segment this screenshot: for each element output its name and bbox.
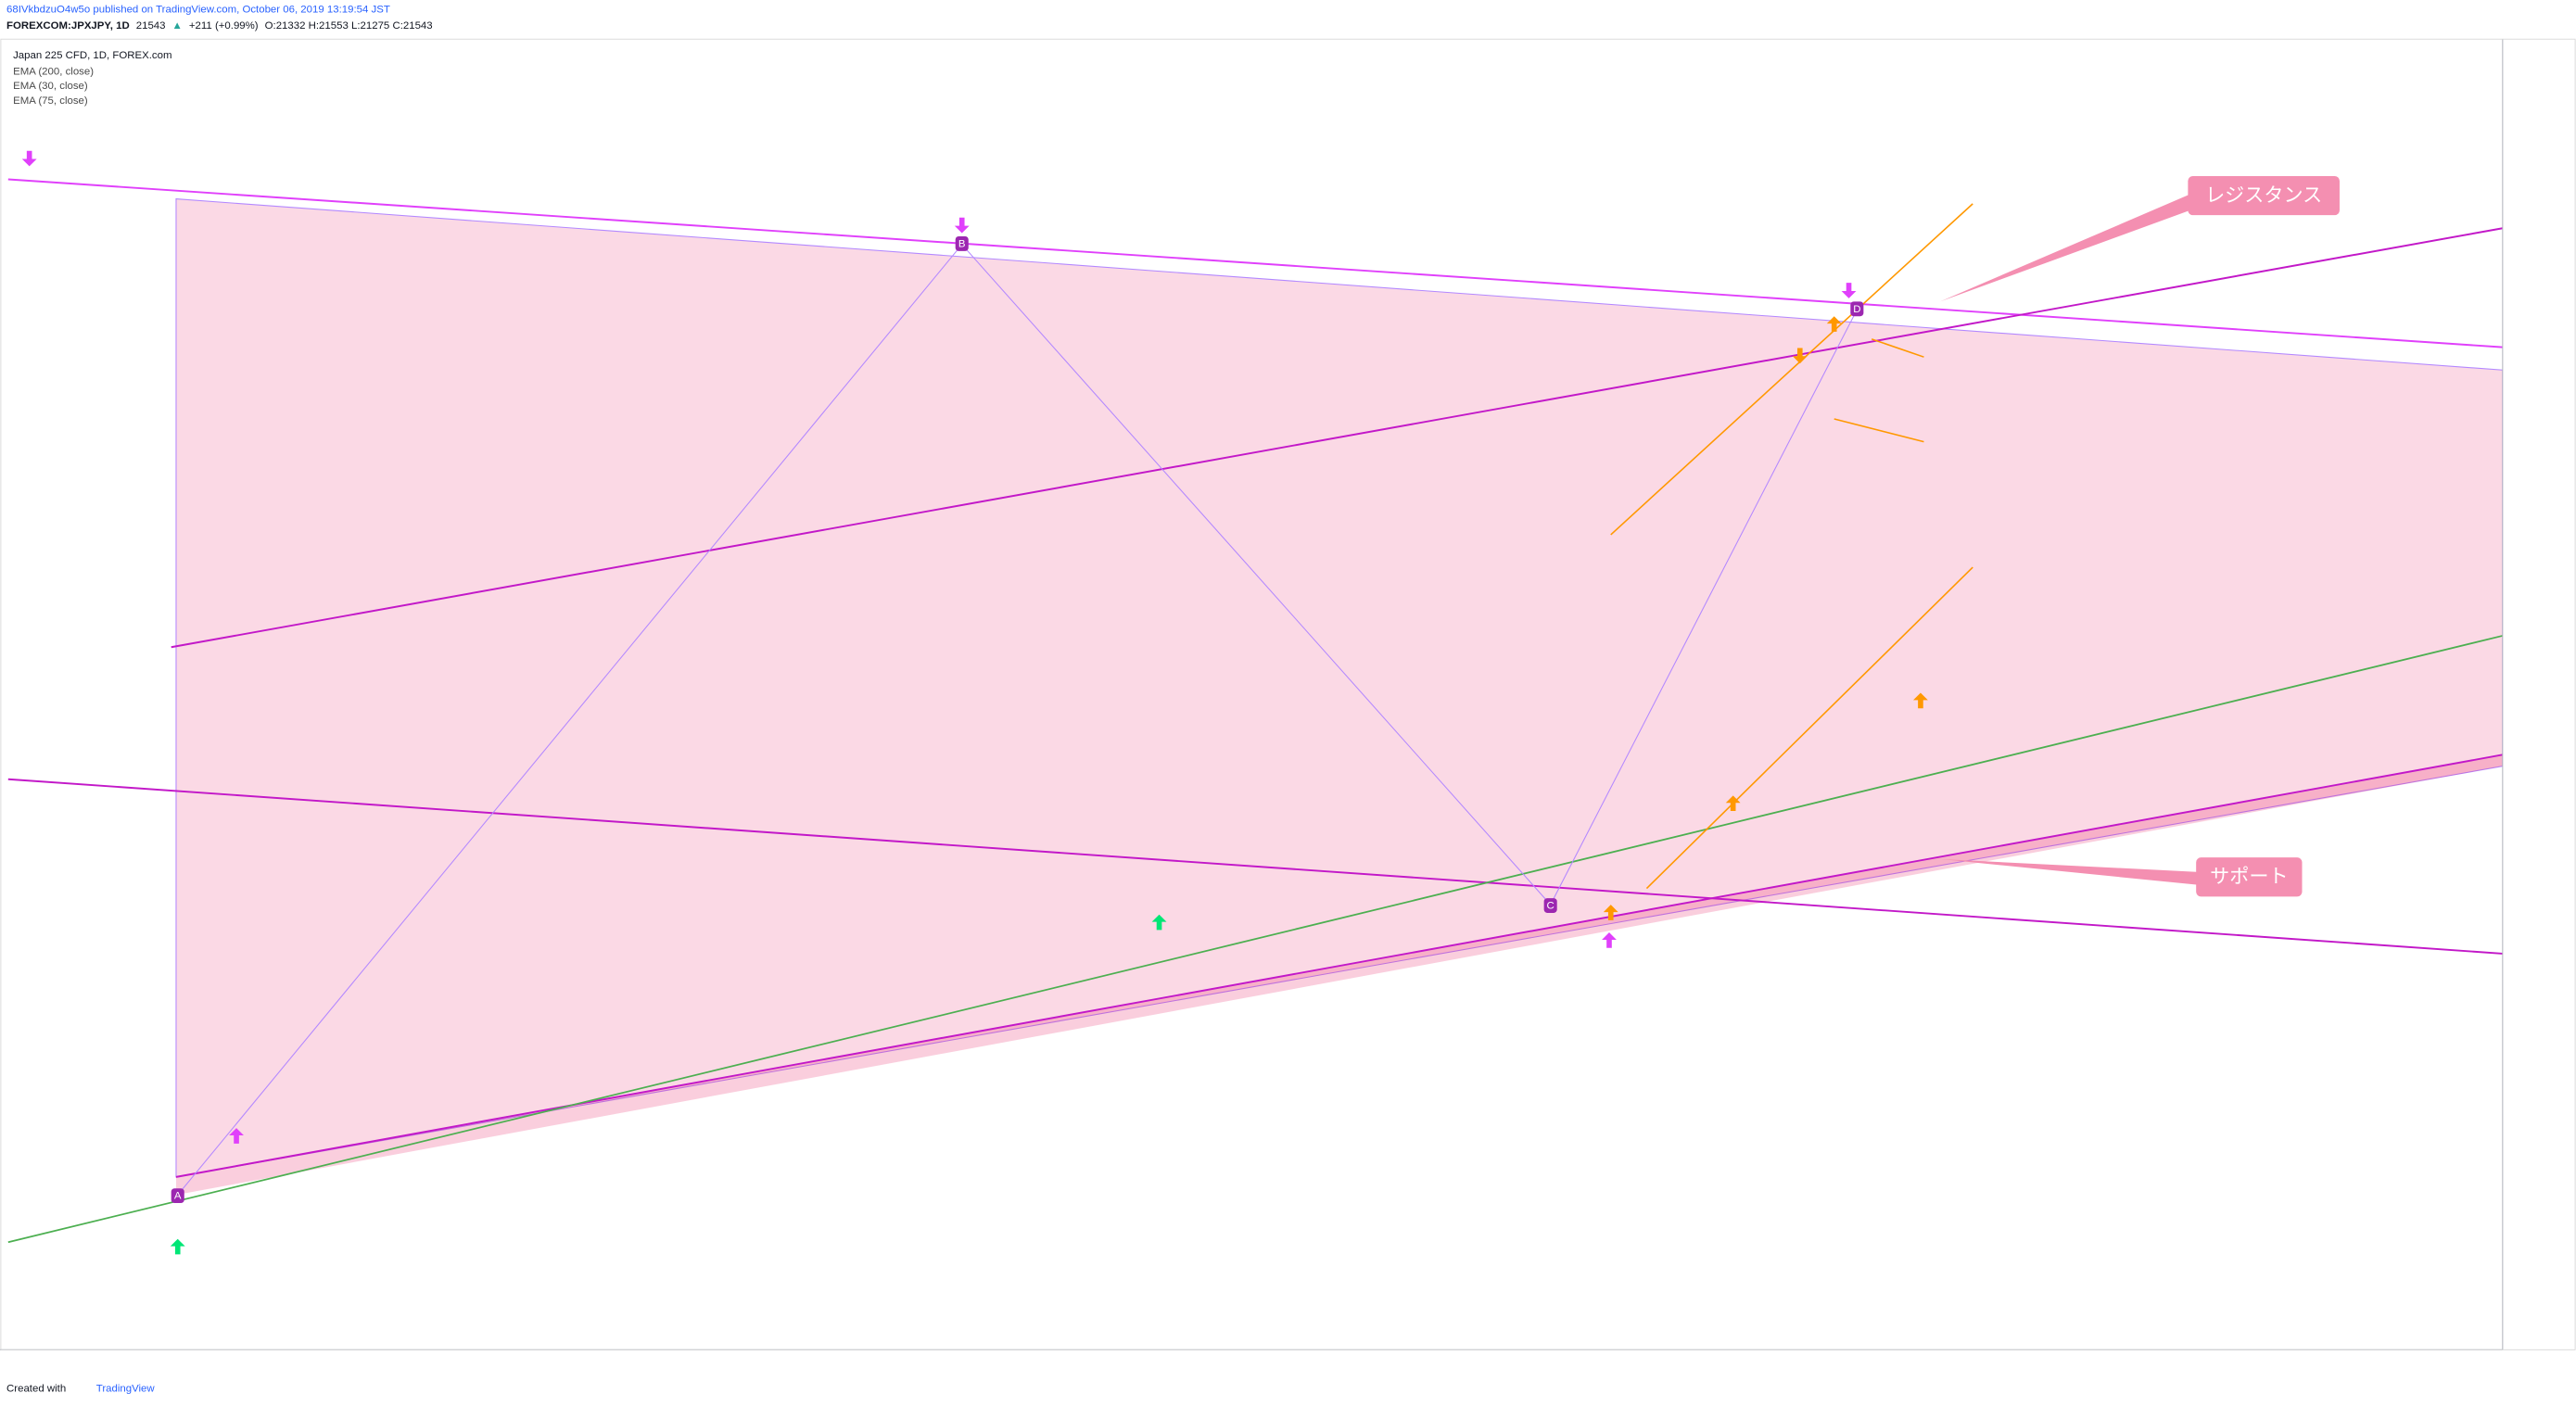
point-label: B	[958, 238, 966, 249]
point-label: C	[1547, 901, 1554, 912]
price-axis-bg	[2502, 39, 2576, 1352]
abcd-pattern	[177, 244, 1858, 1196]
symbol: FOREXCOM:JPXJPY, 1D	[6, 20, 130, 32]
trend-line	[171, 227, 2504, 649]
orange-line	[1645, 566, 1973, 890]
point-label: D	[1853, 304, 1860, 315]
legend-entry: EMA (200, close)	[13, 66, 94, 77]
point-box	[171, 1188, 184, 1204]
callout-box	[2188, 175, 2340, 216]
change-arrow: ▲	[172, 20, 183, 32]
point-box	[1543, 898, 1557, 913]
change: +211 (+0.99%)	[189, 20, 259, 32]
channel-top	[7, 178, 2503, 348]
time-axis-bg	[0, 1349, 2576, 1406]
legend-entry: EMA (75, close)	[13, 95, 88, 107]
shaded-band	[175, 754, 2503, 1196]
point-box	[955, 236, 969, 251]
callout-text: レジスタンス	[2205, 185, 2322, 207]
ohlc: O:21332 H:21553 L:21275 C:21543	[265, 20, 433, 32]
footer-brand[interactable]: TradingView	[96, 1384, 156, 1395]
frame	[0, 38, 2576, 1350]
support-line	[7, 635, 2504, 1244]
orange-line	[1610, 203, 1973, 536]
point-label: A	[174, 1191, 182, 1202]
callout-box	[2196, 857, 2303, 897]
publisher: 68IVkbdzuO4w5o published on TradingView.…	[6, 5, 390, 16]
orange-line	[1871, 338, 1924, 358]
callout-text: サポート	[2210, 866, 2288, 888]
chart-title: Japan 225 CFD, 1D, FOREX.com	[13, 50, 171, 61]
orange-line	[1834, 418, 1924, 443]
footer-text: Created with	[6, 1384, 66, 1395]
pattern-labels: A B C D	[171, 236, 1864, 1204]
legend-entry: EMA (30, close)	[13, 81, 88, 92]
channel-bottom	[7, 778, 2503, 955]
last-price: 21543	[136, 20, 166, 32]
point-box	[1850, 301, 1864, 317]
